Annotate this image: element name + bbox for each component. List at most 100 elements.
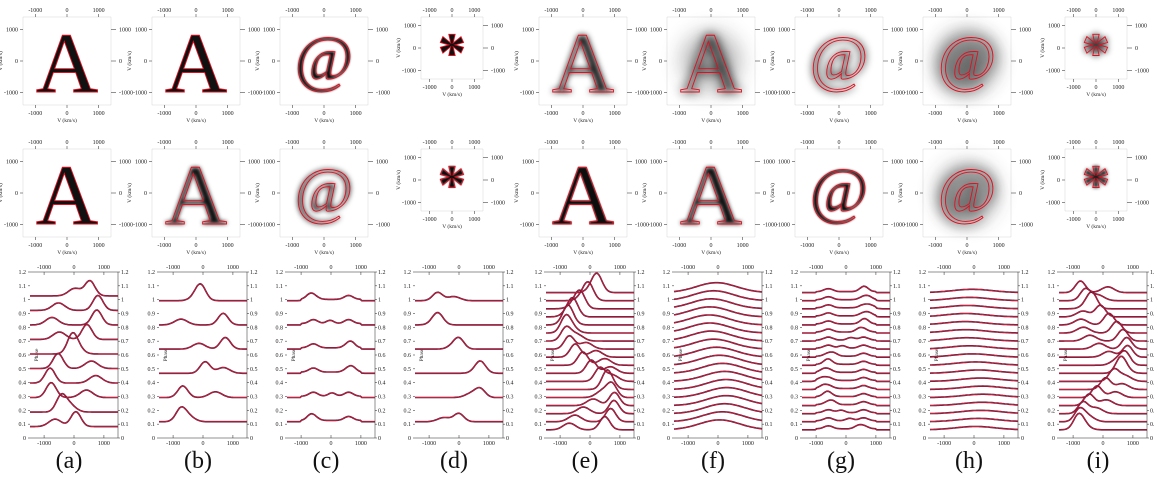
phase-tick-label: 0.5 <box>1048 367 1056 373</box>
x-tick-label-bottom: 1000 <box>865 243 877 249</box>
y-tick-label-right: -1000 <box>491 200 505 206</box>
panel-caption-i: (i) <box>1086 448 1110 474</box>
x-tick-label-top: 1000 <box>865 140 877 146</box>
x-tick-label-bottom: 1000 <box>222 111 234 117</box>
x-tick-label-bottom: 1000 <box>742 441 754 447</box>
y-tick-label-right: -1000 <box>376 223 390 229</box>
x-tick-label-bottom: -1000 <box>285 243 299 249</box>
x-tick-label-bottom: 0 <box>66 111 69 117</box>
y-tick-label-right: 0 <box>1135 46 1138 52</box>
observed-profile <box>30 331 118 355</box>
true-image-contour: * <box>1082 22 1110 84</box>
model-profile <box>159 361 247 374</box>
phase-tick-label: 0.2 <box>148 408 156 414</box>
model-profile <box>929 288 1019 293</box>
x-tick-label-bottom: 1000 <box>93 111 105 117</box>
y-tick-label: 0 <box>915 59 918 65</box>
phase-tick-label-right: 0.5 <box>893 367 901 373</box>
x-tick-label-top: 1000 <box>865 8 877 14</box>
phase-tick-label: 0.5 <box>19 367 27 373</box>
x-tick-label-bottom: 0 <box>838 111 841 117</box>
x-tick-label-bottom: 0 <box>451 217 454 223</box>
model-profile <box>674 387 763 398</box>
y-tick-label-right: -1000 <box>248 91 262 97</box>
phase-tick-label: 0.1 <box>148 422 156 428</box>
x-tick-label-top: -1000 <box>553 265 567 271</box>
top-image-panel-d: -1000 -1000 0 0 1000 1000 1000 1000 0 0 -1000 -1000… <box>395 8 505 98</box>
middle-image-panel-i: -1000 -1000 0 0 1000 1000 1000 1000 0 0 -1000 -1000… <box>1039 140 1149 230</box>
phase-tick-label: 1.1 <box>19 284 27 290</box>
phase-tick-label: 1 <box>1052 298 1055 304</box>
phase-tick-label: 0.4 <box>919 381 927 387</box>
phase-tick-label: 0.6 <box>148 353 156 359</box>
y-tick-label: 1000 <box>906 27 918 33</box>
phase-tick-label-right: 0.9 <box>1021 312 1029 318</box>
x-tick-label-bottom: 0 <box>966 243 969 249</box>
phase-tick-label: 0 <box>23 436 26 442</box>
y-tick-label-right: 1000 <box>248 27 260 33</box>
phase-tick-label-right: 0 <box>250 436 253 442</box>
phase-tick-label-right: 0.3 <box>121 395 129 401</box>
trailed-spectra-b: -1000 -1000 0 0 1000 1000 0 0 0.1 0.1 0.2 0.2 0.3 0.3… <box>148 265 258 447</box>
phase-tick-label: 0.7 <box>663 339 671 345</box>
x-tick-label-bottom: -1000 <box>681 441 695 447</box>
y-tick-label-right: -1000 <box>891 91 905 97</box>
trailed-spectra-g: -1000 -1000 0 0 1000 1000 0 0 0.1 0.1 0.2 0.2 0.3 0.3… <box>791 265 901 447</box>
phase-tick-label: 0.4 <box>1048 381 1056 387</box>
phase-tick-label: 0 <box>539 436 542 442</box>
model-profile <box>929 377 1019 382</box>
x-tick-label-bottom: 0 <box>458 441 461 447</box>
y-tick-label-right: 0 <box>119 191 122 197</box>
true-image-contour: A <box>680 15 742 111</box>
model-profile <box>1059 368 1147 382</box>
phase-tick-label-right: 1.1 <box>765 284 773 290</box>
phase-tick-label: 1 <box>923 298 926 304</box>
x-axis-label: V (km/s) <box>829 249 849 256</box>
y-tick-label-right: 0 <box>376 191 379 197</box>
x-tick-label-top: -1000 <box>928 8 942 14</box>
y-tick-label: -1000 <box>4 91 18 97</box>
panel-caption-h: (h) <box>955 448 983 474</box>
phase-tick-label: 0.8 <box>148 325 156 331</box>
reconstructed-image: A <box>680 147 742 243</box>
phase-tick-label-right: 0.5 <box>1021 367 1029 373</box>
model-profile <box>802 294 890 302</box>
y-tick-label-right: 0 <box>763 59 766 65</box>
model-profile <box>1059 337 1147 350</box>
y-tick-label: 1000 <box>778 159 790 165</box>
y-tick-label-right: 1000 <box>1019 27 1031 33</box>
model-profile <box>287 391 375 398</box>
observed-profile <box>30 410 118 428</box>
model-profile <box>802 344 890 350</box>
trailed-spectra-c: -1000 -1000 0 0 1000 1000 0 0 0.1 0.1 0.2 0.2 0.3 0.3… <box>276 265 386 447</box>
y-tick-label: 1000 <box>135 159 147 165</box>
y-axis-label: V (km/s) <box>769 183 776 203</box>
phase-tick-label-right: 0.1 <box>121 422 129 428</box>
x-tick-label-top: 0 <box>838 140 841 146</box>
y-tick-label-right: 0 <box>491 46 494 52</box>
top-image-panel-i: -1000 -1000 0 0 1000 1000 1000 1000 0 0 -1000 -1000… <box>1039 8 1149 98</box>
y-tick-label: -1000 <box>133 223 147 229</box>
model-profile <box>546 359 634 374</box>
phase-tick-label-right: 0.2 <box>506 408 514 414</box>
phase-tick-label-right: 0.6 <box>1150 353 1154 359</box>
model-profile <box>673 282 763 293</box>
reconstructed-image: * <box>1082 22 1110 84</box>
x-tick-label-top: 0 <box>973 265 976 271</box>
true-image-contour: @ <box>810 24 868 94</box>
y-tick-label-right: -1000 <box>376 91 390 97</box>
x-tick-label-bottom: 1000 <box>350 243 362 249</box>
model-profile <box>802 367 890 374</box>
model-profile <box>929 369 1019 374</box>
model-profile <box>673 370 763 382</box>
y-tick-label-right: 1000 <box>763 159 775 165</box>
x-tick-label-top: 1000 <box>468 8 480 14</box>
phase-tick-label: 0.2 <box>791 408 799 414</box>
phase-tick-label: 0.2 <box>404 408 412 414</box>
phase-tick-label-right: 0.7 <box>506 339 514 345</box>
phase-tick-label-right: 0.2 <box>121 408 129 414</box>
phase-tick-label: 1 <box>795 298 798 304</box>
model-profile <box>802 351 890 358</box>
x-tick-label-bottom: 1000 <box>98 441 110 447</box>
phase-tick-label-right: 0.3 <box>765 395 773 401</box>
